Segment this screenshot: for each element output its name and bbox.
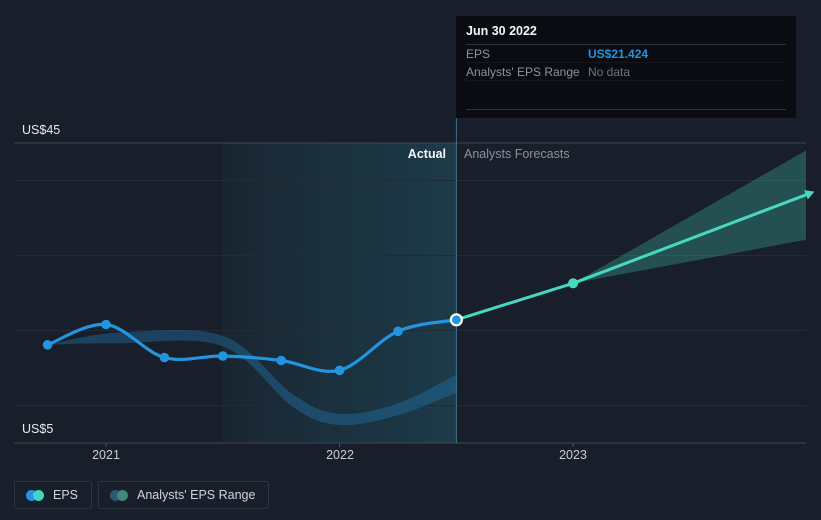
tooltip-date: Jun 30 2022	[466, 23, 786, 45]
eps-teal-dot-icon	[33, 489, 44, 501]
eps-blue-dot-icon	[26, 489, 37, 501]
analysts-range-forecast-cone	[573, 150, 806, 284]
eps-data-point[interactable]	[218, 351, 228, 361]
actual-highlight-band	[222, 143, 457, 443]
y-axis-label-bottom: US$5	[22, 422, 54, 436]
range-blue-dot-icon	[110, 489, 122, 501]
active-data-point[interactable]	[449, 313, 463, 327]
forecast-data-point[interactable]	[568, 278, 579, 289]
analysts-range-past-band	[47, 329, 457, 426]
tooltip-range-label: Analysts' EPS Range	[466, 64, 580, 79]
tooltip-divider	[466, 109, 786, 110]
forecast-arrowhead-icon	[804, 190, 815, 200]
range-teal-dot-icon	[117, 489, 129, 501]
eps-data-point[interactable]	[101, 319, 111, 330]
legend-item-eps[interactable]: EPS	[14, 481, 93, 509]
tooltip-eps-label: EPS	[466, 46, 491, 61]
legend-item-analysts-eps-range[interactable]: Analysts' EPS Range	[98, 481, 270, 509]
x-axis-tick-2023: 2023	[559, 448, 587, 462]
range-legend-dots-icon	[110, 489, 129, 501]
eps-data-point[interactable]	[393, 326, 403, 337]
tooltip-range-row: Analysts' EPS Range No data	[466, 63, 786, 81]
tooltip-eps-row: EPS US$21.424	[466, 45, 786, 63]
tooltip-eps-value: US$21.424	[588, 46, 649, 61]
tooltip-range-value: No data	[588, 64, 631, 79]
x-axis-tick-2022: 2022	[326, 448, 354, 462]
legend-range-label: Analysts' EPS Range	[137, 488, 256, 502]
legend-eps-label: EPS	[53, 488, 79, 502]
eps-data-point[interactable]	[334, 365, 345, 376]
eps-data-point[interactable]	[42, 340, 53, 350]
eps-legend-dots-icon	[26, 489, 44, 501]
legend: EPS Analysts' EPS Range	[14, 481, 270, 509]
y-axis-label-top: US$45	[22, 123, 61, 137]
tooltip: Jun 30 2022 EPS US$21.424 Analysts' EPS …	[456, 16, 796, 118]
eps-data-point[interactable]	[159, 352, 170, 363]
x-axis-tick-2021: 2021	[92, 448, 120, 462]
eps-data-point[interactable]	[276, 355, 287, 366]
actual-section-label: Actual	[407, 147, 446, 161]
forecasts-section-label: Analysts Forecasts	[464, 147, 570, 161]
